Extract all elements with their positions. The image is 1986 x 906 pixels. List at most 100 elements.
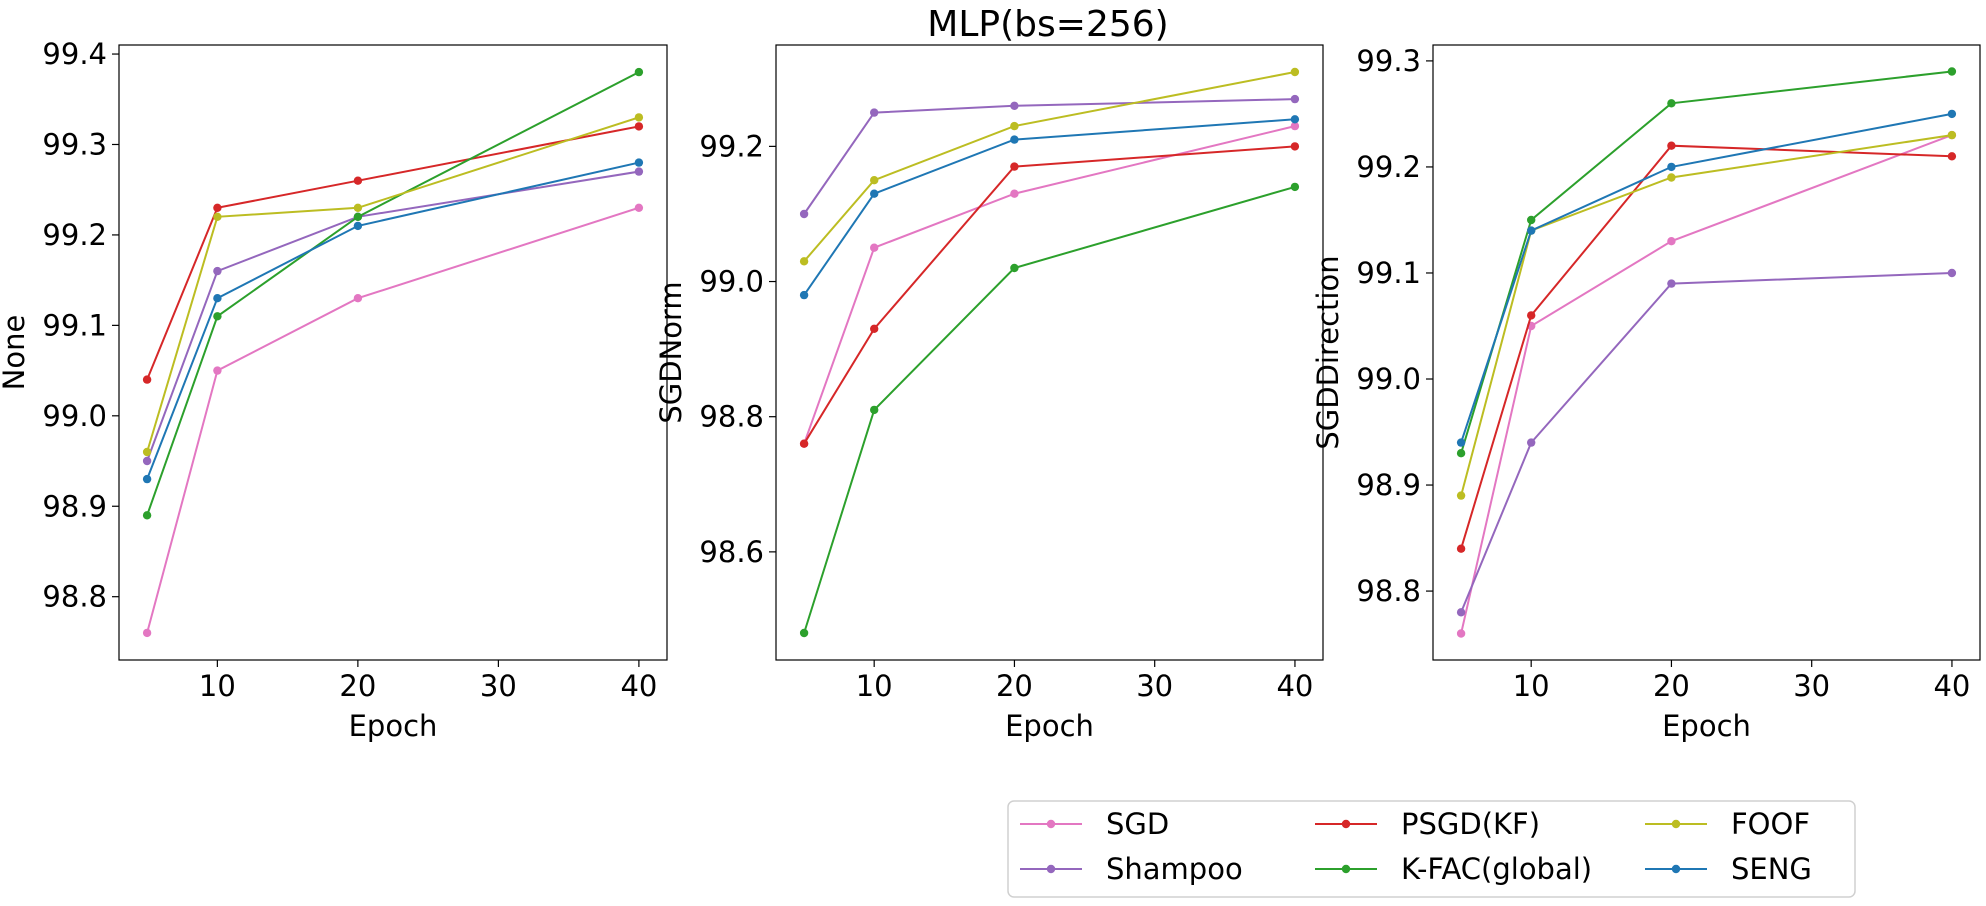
data-point xyxy=(213,203,222,212)
data-point xyxy=(634,158,644,167)
x-axis-label: Epoch xyxy=(349,709,438,743)
data-point xyxy=(1010,189,1019,198)
data-point xyxy=(634,67,644,77)
data-point xyxy=(1947,152,1957,161)
series-line-3 xyxy=(1460,144,1952,549)
data-point xyxy=(353,221,363,231)
data-point xyxy=(870,405,879,415)
x-tick-label: 20 xyxy=(1653,669,1690,703)
data-point xyxy=(1456,449,1466,458)
legend-swatch-marker xyxy=(1046,864,1056,874)
series-line-6 xyxy=(803,118,1295,296)
series-line-5 xyxy=(1460,134,1953,496)
data-point xyxy=(1947,130,1957,140)
legend-entry-label: SGD xyxy=(1106,807,1169,841)
data-point xyxy=(1290,142,1300,151)
y-tick-label: 98.8 xyxy=(1356,574,1421,608)
data-point xyxy=(870,108,879,117)
x-tick-label: 10 xyxy=(856,669,893,703)
y-tick-label: 99.1 xyxy=(1356,256,1421,290)
x-tick-label: 40 xyxy=(1276,669,1313,703)
x-tick-label: 40 xyxy=(1933,669,1970,703)
data-point xyxy=(213,294,222,303)
data-point xyxy=(634,203,644,212)
y-axis-label: None xyxy=(0,315,31,391)
series-line-6 xyxy=(1460,112,1953,443)
series-line-1 xyxy=(1460,134,1953,634)
axes-frame xyxy=(1432,44,1981,661)
y-tick-label: 98.8 xyxy=(42,580,107,614)
data-point xyxy=(1527,438,1536,447)
data-point xyxy=(870,243,879,252)
data-point xyxy=(870,176,879,185)
data-point xyxy=(142,511,152,520)
series-line-5 xyxy=(803,71,1296,262)
series-line-4 xyxy=(803,185,1296,634)
x-tick-label: 30 xyxy=(1793,669,1830,703)
legend-swatch-marker xyxy=(1671,864,1681,874)
data-point xyxy=(799,290,809,300)
series-line-4 xyxy=(146,71,640,516)
legend-swatch-marker xyxy=(1341,819,1351,829)
data-point xyxy=(213,266,222,276)
legend-swatch-marker xyxy=(1046,819,1056,829)
y-tick-label: 99.2 xyxy=(1356,150,1421,184)
data-point xyxy=(634,113,644,122)
series-line-2 xyxy=(1460,272,1952,613)
data-point xyxy=(634,122,644,131)
data-point xyxy=(1947,109,1957,119)
y-tick-label: 99.0 xyxy=(699,265,764,299)
subplot-2: 10 20 30 40 98.6 98.8 99.0 99.2 Epoch SGDNorm xyxy=(654,44,1324,743)
data-point xyxy=(1010,121,1019,131)
data-point xyxy=(1290,115,1300,124)
data-point xyxy=(142,474,152,484)
data-point xyxy=(142,447,152,457)
series-line-3 xyxy=(803,145,1295,445)
data-point xyxy=(1527,311,1536,320)
data-point xyxy=(799,628,809,638)
x-tick-label: 30 xyxy=(1136,669,1173,703)
data-point xyxy=(799,439,809,448)
data-point xyxy=(1010,135,1019,144)
series-line-6 xyxy=(146,161,640,480)
data-point xyxy=(1667,162,1676,172)
y-tick-label: 98.8 xyxy=(699,400,764,434)
legend-entry-label: Shampoo xyxy=(1106,852,1243,886)
x-tick-label: 40 xyxy=(620,669,657,703)
data-point xyxy=(213,312,222,321)
y-axis-label: SGDNorm xyxy=(654,281,688,423)
legend-entry-label: SENG xyxy=(1731,852,1812,886)
data-point xyxy=(353,176,363,185)
data-point xyxy=(1527,215,1536,225)
y-axis-label: SGDDirection xyxy=(1311,255,1345,449)
legend-swatch-marker xyxy=(1671,819,1681,829)
subplot-3: 10 20 30 40 98.8 98.9 99.0 99.1 99.2 99.3 Epoch SGD… xyxy=(1311,44,1981,743)
data-point xyxy=(1527,226,1536,235)
data-point xyxy=(142,375,152,384)
data-point xyxy=(142,456,152,466)
data-point xyxy=(353,203,363,212)
data-point xyxy=(1456,491,1466,500)
x-tick-label: 20 xyxy=(339,669,376,703)
y-tick-label: 98.9 xyxy=(42,489,107,523)
series-line-1 xyxy=(146,206,640,634)
axes-frame xyxy=(118,44,668,661)
x-axis-label: Epoch xyxy=(1662,709,1751,743)
data-point xyxy=(1010,162,1019,171)
axes-frame xyxy=(775,44,1324,661)
data-point xyxy=(1456,629,1466,638)
x-tick-label: 30 xyxy=(480,669,517,703)
figure-title: MLP(bs=256) xyxy=(927,4,1168,45)
y-tick-label: 99.0 xyxy=(42,399,107,433)
data-point xyxy=(1947,268,1957,278)
data-point xyxy=(1010,263,1019,273)
data-point xyxy=(634,167,644,176)
x-tick-label: 10 xyxy=(199,669,236,703)
data-point xyxy=(1947,67,1957,76)
y-tick-label: 99.0 xyxy=(1356,362,1421,396)
data-point xyxy=(353,212,363,221)
data-point xyxy=(213,212,222,221)
x-tick-label: 20 xyxy=(996,669,1033,703)
y-tick-label: 99.3 xyxy=(1356,44,1421,78)
data-point xyxy=(1290,94,1300,104)
